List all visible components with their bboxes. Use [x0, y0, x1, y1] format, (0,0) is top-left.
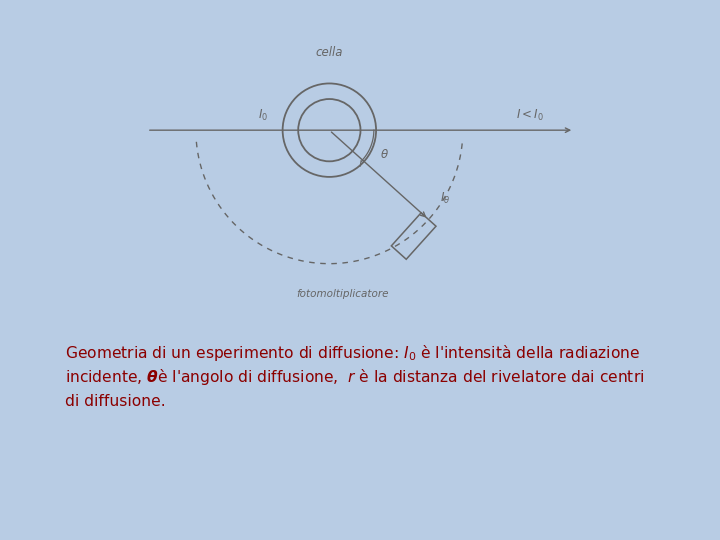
Text: $I_0$: $I_0$: [258, 109, 268, 124]
Text: $I < I_0$: $I < I_0$: [516, 109, 544, 124]
Text: incidente, $\boldsymbol{\theta}$è l'angolo di diffusione,  $r$ è la distanza del: incidente, $\boldsymbol{\theta}$è l'ango…: [65, 367, 644, 387]
Text: di diffusione.: di diffusione.: [65, 394, 166, 409]
Text: Geometria di un esperimento di diffusione: $I_0$ è l'intensità della radiazione: Geometria di un esperimento di diffusion…: [65, 343, 640, 363]
Text: $I_\theta$: $I_\theta$: [440, 191, 450, 206]
Text: $\theta$: $\theta$: [380, 148, 390, 161]
Text: cella: cella: [315, 46, 343, 59]
Text: $r$: $r$: [358, 157, 366, 171]
Text: fotomoltiplicatore: fotomoltiplicatore: [297, 289, 389, 299]
